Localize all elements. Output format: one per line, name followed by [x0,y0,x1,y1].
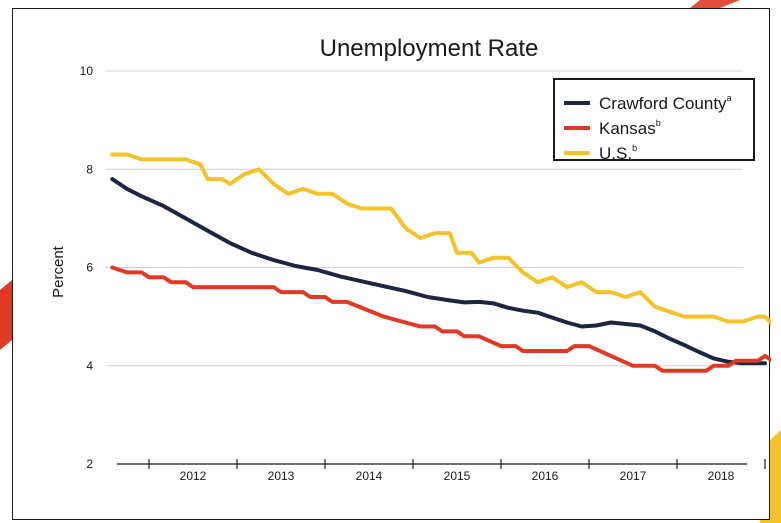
y-tick-label: 6 [86,261,93,275]
y-tick-label: 8 [86,162,93,176]
red-accent-top [690,0,740,8]
x-tick-label: 2016 [532,469,559,483]
chart-title: Unemployment Rate [320,35,539,62]
legend-label-kansas: Kansasb [599,118,661,138]
x-tick-label: 2017 [620,469,647,483]
x-tick-label: 2015 [444,469,471,483]
axes: 2 4 6 8 10 2012 2013 2014 2015 2016 2017 2018 [80,64,766,483]
series-line-kansas [110,265,771,373]
legend-superscript: b [656,118,661,128]
y-tick-label: 4 [86,359,93,373]
series-line-u-s [110,152,771,326]
legend-superscript: a [727,93,732,103]
y-axis-label: Percent [50,245,67,298]
legend-box [553,78,755,161]
red-accent-left [0,280,12,350]
y-tick-label: 2 [86,457,93,471]
legend-superscript: b [632,143,637,153]
chart-frame: 2 4 6 8 10 2012 2013 2014 2015 2016 2017 2018 Unemp… [12,8,771,520]
legend-label-crawford-county: Crawford Countya [599,93,732,113]
x-tick-label: 2014 [356,469,383,483]
legend-label-u-s: U.S.b [599,143,637,163]
x-tick-label: 2013 [268,469,295,483]
y-tick-label: 10 [80,64,94,78]
series-lines [110,152,771,373]
legend: Crawford Countya Kansasb U.S.b [553,78,755,163]
series-line-crawford-county [110,177,767,366]
x-tick-label: 2012 [180,469,207,483]
x-tick-label: 2018 [708,469,735,483]
unemployment-chart: 2 4 6 8 10 2012 2013 2014 2015 2016 2017 2018 Unemp… [50,35,771,483]
